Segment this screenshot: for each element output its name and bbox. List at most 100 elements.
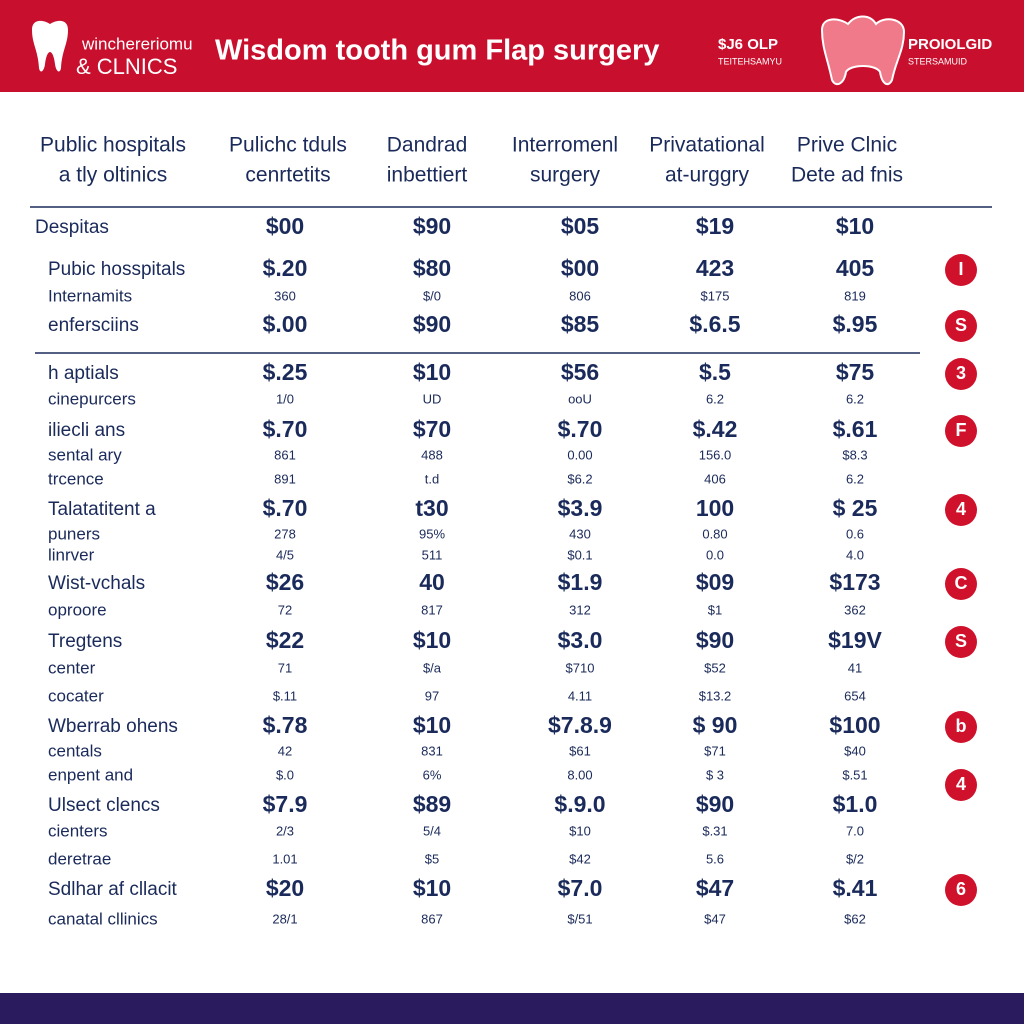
cell: 7.0 xyxy=(846,823,864,838)
cell: 423 xyxy=(696,255,734,281)
cell: 511 xyxy=(422,547,443,562)
cell: $7.9 xyxy=(263,791,308,817)
header-badge: TEITEHSAMYU xyxy=(718,56,782,66)
cell: $175 xyxy=(701,288,730,303)
cell: 6% xyxy=(423,767,442,782)
cell: 817 xyxy=(421,602,443,617)
row-badge xyxy=(945,568,977,600)
cell: t30 xyxy=(415,495,448,521)
row-label: cinepurcers xyxy=(48,389,136,408)
footer-band xyxy=(0,993,1024,1024)
cell: 819 xyxy=(844,288,866,303)
row-badge-text: S xyxy=(955,631,967,651)
cell: $10 xyxy=(413,627,451,653)
header-badge: $J6 OLP xyxy=(718,36,778,53)
cell: $89 xyxy=(413,791,451,817)
row-badge-text: I xyxy=(958,259,963,279)
cell: t.d xyxy=(425,471,439,486)
cell: $90 xyxy=(696,627,734,653)
row-badge-text: 6 xyxy=(956,879,966,899)
row-label: puners xyxy=(48,524,100,543)
cell: $10 xyxy=(836,213,874,239)
column-header: inbettiert xyxy=(387,164,468,187)
row-label: Tregtens xyxy=(48,631,122,652)
cell: $.5 xyxy=(699,359,731,385)
header-title: Wisdom tooth gum Flap surgery xyxy=(215,35,659,67)
column-header: Dandrad xyxy=(387,134,468,157)
cell: 806 xyxy=(569,288,591,303)
cell: $56 xyxy=(561,359,599,385)
row-badge-text: b xyxy=(956,716,967,736)
column-header: Public hospitals xyxy=(40,134,186,157)
column-header: surgery xyxy=(530,164,601,187)
cell: $6.2 xyxy=(567,471,592,486)
cell: $90 xyxy=(413,213,451,239)
cell: 1.01 xyxy=(272,851,297,866)
cell: $00 xyxy=(266,213,304,239)
cell: $90 xyxy=(413,311,451,337)
cell: $.70 xyxy=(558,416,603,442)
cell: $100 xyxy=(829,712,880,738)
row-label: Internamits xyxy=(48,286,132,305)
row-badge xyxy=(945,626,977,658)
header-badge: PROIOLGID xyxy=(908,36,992,53)
row-label: enpent and xyxy=(48,765,133,784)
row-badge-text: 3 xyxy=(956,363,966,383)
cell: $1.9 xyxy=(558,569,603,595)
cell: $7.8.9 xyxy=(548,712,612,738)
row-badge-text: S xyxy=(955,315,967,335)
row-label: deretrae xyxy=(48,849,111,868)
column-header: a tly oltinics xyxy=(59,164,168,187)
cell: $ 25 xyxy=(833,495,878,521)
cell: $70 xyxy=(413,416,451,442)
row-label: Despitas xyxy=(35,217,109,238)
cell: $3.0 xyxy=(558,627,603,653)
cell: $ 90 xyxy=(693,712,738,738)
cell: UD xyxy=(423,391,442,406)
cell: $.70 xyxy=(263,416,308,442)
row-label: center xyxy=(48,658,96,677)
cell: $173 xyxy=(829,569,880,595)
cell: 0.00 xyxy=(567,447,592,462)
row-badge xyxy=(945,711,977,743)
cell: $/2 xyxy=(846,851,864,866)
cell: $5 xyxy=(425,851,439,866)
cell: ooU xyxy=(568,391,592,406)
column-header: Pulichc tduls xyxy=(229,134,347,157)
logo-text: & CLNICS xyxy=(76,54,177,79)
cell: 1/0 xyxy=(276,391,294,406)
cell: 6.2 xyxy=(706,391,724,406)
cell: $20 xyxy=(266,875,304,901)
row-badge xyxy=(945,874,977,906)
cell: $00 xyxy=(561,255,599,281)
tooth-logo xyxy=(32,20,68,72)
cell: 0.80 xyxy=(702,526,727,541)
cell: 405 xyxy=(836,255,875,281)
row-label: iliecli ans xyxy=(48,420,125,441)
row-label: sental ary xyxy=(48,445,122,464)
cell: 8.00 xyxy=(567,767,592,782)
cell: $/51 xyxy=(567,911,592,926)
cell: $ 3 xyxy=(706,767,724,782)
row-badge xyxy=(945,254,977,286)
cell: $10 xyxy=(413,359,451,385)
cell: $.20 xyxy=(263,255,308,281)
cell: 0.6 xyxy=(846,526,864,541)
cell: $47 xyxy=(696,875,734,901)
cell: 6.2 xyxy=(846,391,864,406)
cell: 0.0 xyxy=(706,547,724,562)
cell: 71 xyxy=(278,660,292,675)
cell: 278 xyxy=(274,526,296,541)
cell: $.61 xyxy=(833,416,878,442)
cell: $47 xyxy=(704,911,726,926)
row-label: Talatatitent a xyxy=(48,499,156,520)
row-label: Wberrab ohens xyxy=(48,716,178,737)
cell: $19 xyxy=(696,213,734,239)
row-badge-text: F xyxy=(956,420,967,440)
row-label: centals xyxy=(48,741,102,760)
row-badge xyxy=(945,415,977,447)
row-label: enfersciins xyxy=(48,315,139,336)
row-label: oproore xyxy=(48,600,107,619)
cell: $1.0 xyxy=(833,791,878,817)
cell: $71 xyxy=(704,743,726,758)
